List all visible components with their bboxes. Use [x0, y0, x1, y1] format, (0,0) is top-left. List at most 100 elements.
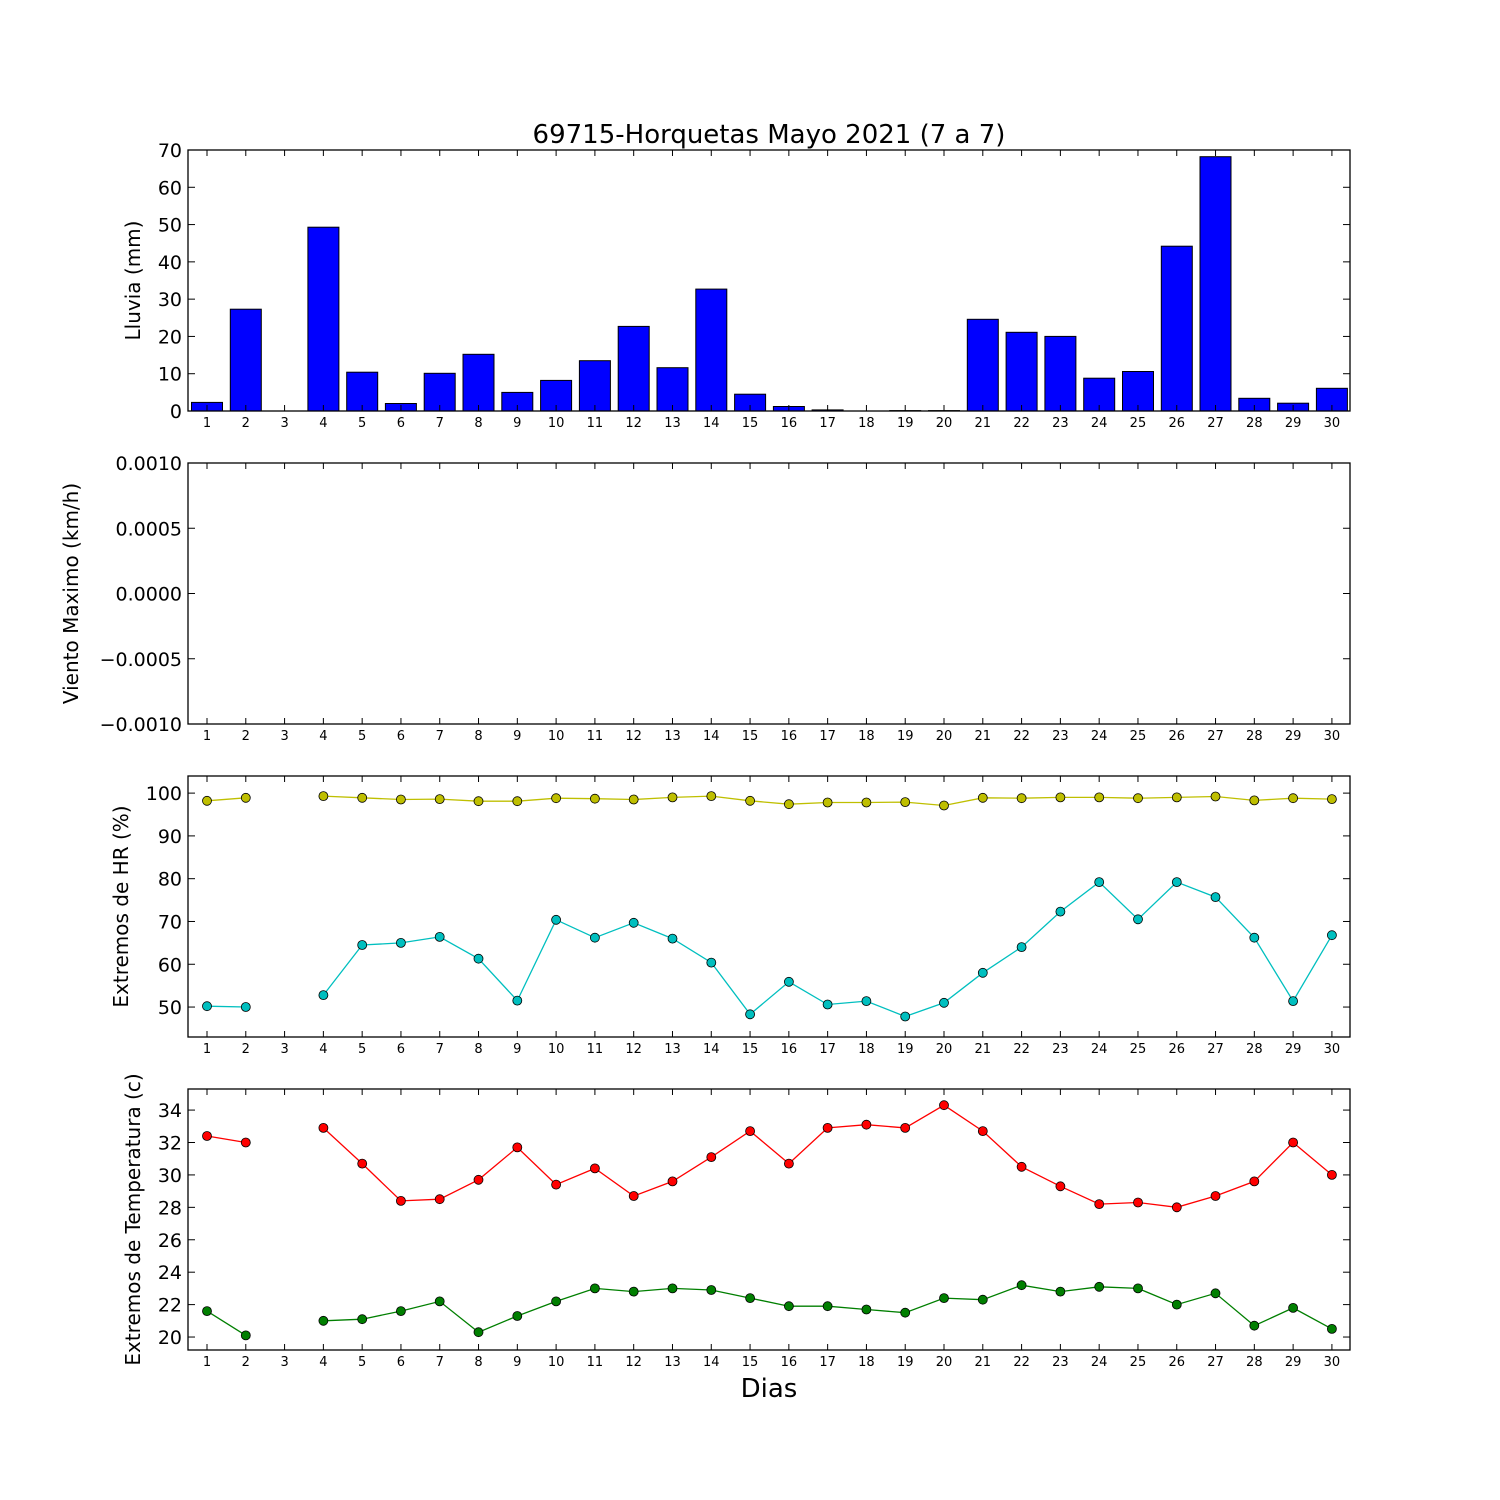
series-2-point-day-26	[1171, 1299, 1182, 1310]
x-tick-label: 9	[513, 1042, 521, 1057]
series-1-point-day-13	[667, 792, 678, 803]
x-tick-label: 11	[587, 729, 604, 744]
x-tick-label: 28	[1246, 1042, 1263, 1057]
series-1-point-day-12	[628, 1191, 639, 1201]
bar-day-21	[966, 318, 999, 412]
x-tick-label: 8	[474, 729, 482, 744]
series-1-point-day-28	[1249, 1176, 1260, 1187]
series-1-point-day-4	[318, 1123, 329, 1133]
bar-day-13	[656, 367, 689, 412]
x-tick-label: 20	[936, 1042, 953, 1057]
series-2-point-day-23	[1055, 1286, 1066, 1297]
x-tick-label: 26	[1168, 1042, 1185, 1057]
x-tick-label: 27	[1207, 416, 1224, 431]
x-tick-label: 27	[1207, 729, 1224, 744]
plot-frame	[187, 1088, 1351, 1351]
series-1-point-day-20	[939, 1100, 949, 1111]
x-tick-label: 18	[858, 729, 875, 744]
series-1-point-day-6	[395, 1196, 406, 1206]
series-2-line	[206, 1310, 247, 1336]
series-2-point-day-14	[706, 1285, 717, 1295]
x-tick-label: 9	[513, 1355, 521, 1370]
series-2-point-day-24	[1094, 877, 1105, 887]
x-tick-label: 7	[436, 416, 444, 431]
y-tick-label: 22	[158, 1295, 182, 1317]
bar-day-5	[346, 371, 379, 412]
series-1-point-day-16	[784, 799, 794, 810]
x-tick-label: 10	[548, 1355, 565, 1370]
y-tick-label: 20	[158, 1327, 182, 1349]
x-tick-label: 29	[1285, 1042, 1302, 1057]
series-1-point-day-22	[1016, 793, 1027, 804]
series-1-point-day-10	[551, 1179, 561, 1190]
series-2-point-day-13	[667, 1283, 678, 1294]
x-tick-label: 15	[742, 416, 759, 431]
x-tick-label: 22	[1013, 1355, 1030, 1370]
series-1-point-day-23	[1055, 1181, 1066, 1192]
x-tick-label: 17	[819, 1355, 836, 1370]
x-tick-label: 8	[474, 1042, 482, 1057]
series-2-point-day-29	[1288, 996, 1298, 1006]
x-tick-label: 20	[936, 1355, 953, 1370]
x-tick-label: 6	[397, 1355, 405, 1370]
series-2-point-day-24	[1094, 1281, 1105, 1292]
x-tick-label: 6	[397, 729, 405, 744]
series-2-point-day-21	[977, 967, 988, 978]
y-tick-label: 24	[158, 1262, 182, 1284]
x-tick-label: 6	[397, 1042, 405, 1057]
x-tick-label: 19	[897, 729, 914, 744]
x-tick-label: 17	[819, 416, 836, 431]
x-tick-label: 13	[664, 729, 681, 744]
y-tick-label: 70	[158, 911, 182, 933]
series-1-line	[206, 797, 246, 802]
bar-day-14	[695, 288, 728, 412]
x-tick-label: 13	[664, 1355, 681, 1370]
series-2-point-day-16	[784, 1301, 794, 1312]
x-tick-label: 14	[703, 1042, 720, 1057]
series-2-point-day-30	[1327, 1324, 1337, 1334]
x-tick-label: 30	[1324, 1042, 1341, 1057]
x-tick-label: 29	[1285, 1355, 1302, 1370]
series-2-point-day-12	[628, 1286, 639, 1297]
x-tick-label: 21	[975, 416, 992, 431]
x-tick-label: 13	[664, 416, 681, 431]
x-tick-label: 16	[781, 1355, 798, 1370]
x-tick-label: 7	[436, 1355, 444, 1370]
series-2-point-day-6	[395, 1306, 406, 1316]
x-tick-label: 29	[1285, 416, 1302, 431]
bar-day-4	[307, 226, 340, 412]
series-1-point-day-30	[1327, 794, 1337, 804]
series-1-point-day-14	[706, 1152, 717, 1162]
series-2-point-day-30	[1327, 930, 1337, 941]
x-tick-label: 26	[1168, 416, 1185, 431]
y-tick-label: 34	[158, 1100, 182, 1122]
x-tick-label: 22	[1013, 416, 1030, 431]
bar-day-11	[578, 360, 611, 412]
series-2-point-day-20	[939, 997, 949, 1008]
x-tick-label: 5	[358, 416, 366, 431]
series-2-line	[206, 1005, 246, 1008]
plot-frame	[187, 775, 1351, 1038]
x-tick-label: 12	[625, 1355, 642, 1370]
y-tick-label: 60	[158, 177, 182, 199]
series-1-point-day-18	[861, 1119, 872, 1130]
series-2-point-day-2	[240, 1330, 251, 1341]
series-2-point-day-4	[318, 990, 329, 1000]
x-tick-label: 14	[703, 729, 720, 744]
x-tick-label: 27	[1207, 1355, 1224, 1370]
series-1-point-day-27	[1210, 791, 1221, 802]
series-1-point-day-1	[202, 1131, 212, 1141]
x-tick-label: 6	[397, 416, 405, 431]
x-tick-label: 5	[358, 1355, 366, 1370]
series-2-point-day-13	[667, 933, 678, 944]
x-tick-label: 11	[587, 416, 604, 431]
x-tick-label: 7	[436, 729, 444, 744]
x-tick-label: 2	[242, 729, 250, 744]
x-tick-label: 1	[203, 1042, 211, 1057]
series-2-point-day-19	[900, 1307, 911, 1318]
x-tick-label: 28	[1246, 1355, 1263, 1370]
x-tick-label: 8	[474, 1355, 482, 1370]
